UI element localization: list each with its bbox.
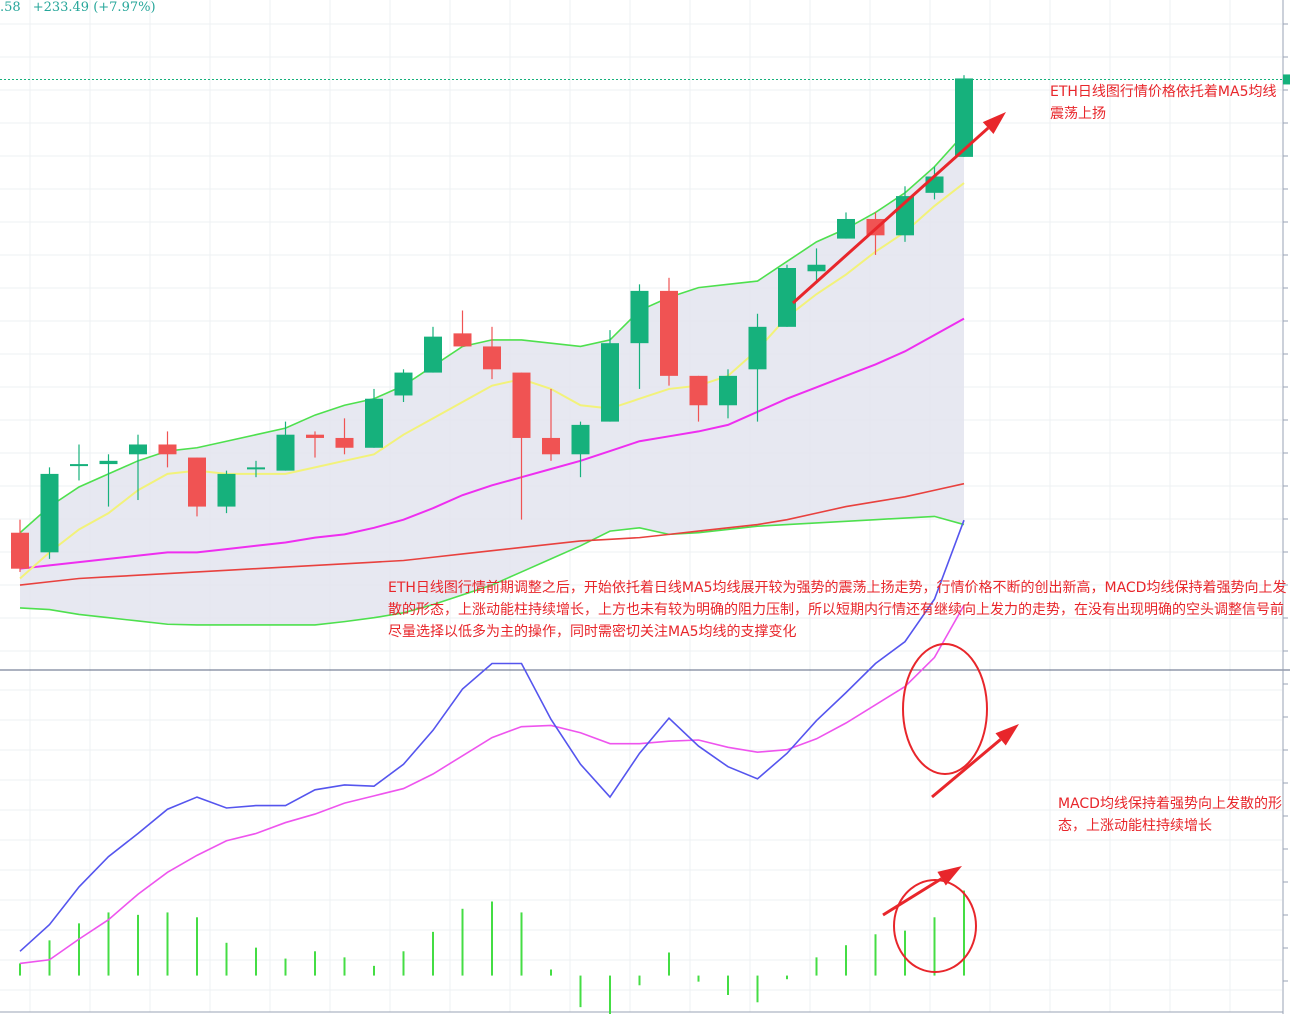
candle-body xyxy=(837,218,855,239)
histogram-highlight-circle xyxy=(893,879,977,973)
ma30-line xyxy=(19,482,965,586)
candle-body xyxy=(276,434,295,471)
candle-body xyxy=(335,437,354,448)
candle-body xyxy=(40,473,59,553)
candle xyxy=(424,326,442,373)
candle xyxy=(601,330,619,422)
trend-arrow-histogram xyxy=(882,866,962,917)
candle xyxy=(11,519,29,572)
ma5-line xyxy=(19,182,965,580)
candle xyxy=(394,369,413,402)
candle-body xyxy=(70,464,88,467)
candle-body xyxy=(925,176,944,193)
candle-body xyxy=(424,336,442,373)
candle xyxy=(365,388,383,448)
moving-average-lines xyxy=(19,133,965,626)
annotation-analysis: ETH日线图行情前期调整之后，开始依托着日线MA5均线展开较为强势的震荡上扬走势… xyxy=(388,580,1287,640)
candle xyxy=(660,277,678,386)
last-price-marker xyxy=(1283,74,1290,85)
ma10-line xyxy=(19,317,965,570)
candle xyxy=(630,284,649,389)
candle-body xyxy=(778,268,796,327)
candle-body xyxy=(188,457,206,507)
candle-body xyxy=(542,437,560,455)
candle-body xyxy=(660,290,678,376)
candle xyxy=(99,454,118,507)
arrow-shaft xyxy=(931,738,1002,799)
candle-body xyxy=(11,532,29,569)
candle xyxy=(276,421,295,471)
candle-body xyxy=(571,424,590,455)
candle xyxy=(807,248,826,282)
arrow-head xyxy=(982,112,1006,134)
candle xyxy=(129,434,147,501)
macd-panel xyxy=(19,519,965,1018)
candle-body xyxy=(748,326,767,370)
candle xyxy=(158,431,177,468)
annotation-overlay xyxy=(791,112,1019,973)
candle xyxy=(483,326,501,380)
candle-body xyxy=(512,372,531,438)
trend-arrow-price xyxy=(791,112,1006,305)
candle xyxy=(778,264,796,327)
candle-body xyxy=(483,346,501,370)
candle-body xyxy=(217,473,236,507)
candle-body xyxy=(158,444,177,455)
candle xyxy=(306,431,324,458)
price-change: +233.49 (+7.97%) xyxy=(32,0,156,15)
candle xyxy=(335,418,354,455)
price-fragment: .58 xyxy=(0,0,21,15)
candle xyxy=(512,372,531,520)
candle-body xyxy=(394,372,413,396)
candle xyxy=(247,460,265,478)
candle-body xyxy=(453,333,472,347)
candle-body xyxy=(689,375,708,406)
arrow-shaft xyxy=(791,126,990,305)
arrow-shaft xyxy=(882,877,943,917)
candle xyxy=(571,421,590,478)
arrow-head xyxy=(995,724,1019,746)
annotation-ma5-support: ETH日线图行情价格依托着MA5均线震荡上扬 xyxy=(1050,84,1277,122)
annotation-macd: MACD均线保持着强势向上发散的形态，上涨动能柱持续增长 xyxy=(1058,796,1282,834)
candle-body xyxy=(807,264,826,272)
trend-arrow-macd xyxy=(931,724,1019,799)
candlesticks xyxy=(11,75,973,572)
candle-body xyxy=(129,444,147,455)
candle-body xyxy=(630,290,649,344)
candle xyxy=(837,212,855,239)
candle-body xyxy=(99,460,118,465)
candle xyxy=(689,375,708,422)
price-readout: .58 +233.49 (+7.97%) xyxy=(0,0,168,15)
candle-body xyxy=(306,434,324,438)
candle xyxy=(955,75,973,157)
candle xyxy=(719,369,737,419)
bollinger-lower-line xyxy=(19,515,965,626)
candle xyxy=(188,457,206,517)
candle xyxy=(748,313,767,422)
candle-body xyxy=(247,467,265,470)
candle xyxy=(217,470,236,514)
macd-highlight-circle xyxy=(902,643,988,775)
candle xyxy=(453,310,472,347)
bollinger-band-area xyxy=(20,134,964,625)
macd-dea-line xyxy=(19,604,965,965)
candle xyxy=(40,467,59,559)
candle-body xyxy=(955,78,973,157)
candle-body xyxy=(719,375,737,406)
candle-body xyxy=(601,343,619,422)
candle-body xyxy=(365,398,383,448)
candle xyxy=(70,444,88,481)
candle xyxy=(542,388,560,461)
bollinger-band-fill xyxy=(20,134,964,625)
macd-dif-line xyxy=(19,519,965,952)
